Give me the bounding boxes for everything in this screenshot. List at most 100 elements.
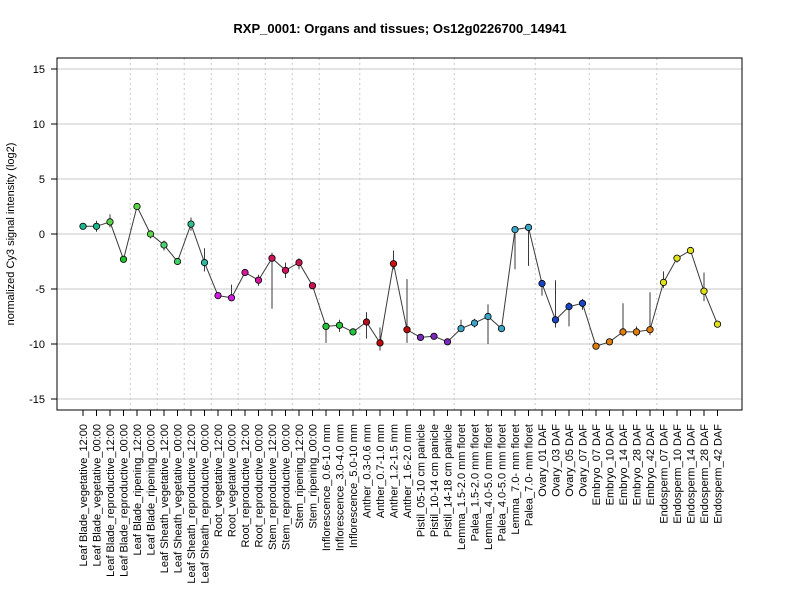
x-tick-label: Embryo_07 DAF — [591, 424, 603, 506]
x-tick-label: Leaf Blade_vegetative_12:00 — [78, 424, 90, 567]
data-point — [92, 222, 101, 230]
data-point — [578, 299, 587, 307]
x-tick-label: Leaf Sheath_vegetative_00:00 — [173, 424, 185, 573]
series-line — [83, 205, 718, 347]
data-point — [686, 246, 695, 255]
data-point — [389, 260, 398, 268]
data-point — [551, 316, 560, 324]
x-tick-label: Inflorescence_3.0-4.0 mm — [335, 424, 347, 551]
data-point — [470, 319, 479, 327]
data-points — [79, 202, 722, 350]
data-point — [605, 338, 614, 346]
x-tick-label: Lemma_7.0- mm floret — [510, 424, 522, 535]
x-tick-label: Palea_4.0-5.0 mm floret — [497, 424, 509, 541]
data-point — [619, 328, 627, 336]
x-tick-label: Anther_1.2-1.5 mm — [389, 424, 401, 518]
x-tick-label: Endosperm_10 DAF — [672, 424, 684, 524]
data-point — [268, 254, 276, 262]
data-point — [646, 326, 654, 334]
data-point — [106, 218, 114, 226]
x-tick-label: Endosperm_28 DAF — [699, 424, 711, 524]
data-point — [484, 312, 492, 321]
group-separators — [129, 58, 658, 410]
x-tick-label: Lemma_4.0-5.0 mm floret — [483, 424, 495, 550]
y-tick-label: 10 — [33, 119, 45, 131]
data-point — [79, 222, 87, 230]
x-tick-label: Inflorescence_0.6-1.0 mm — [321, 424, 333, 551]
data-point — [511, 226, 519, 234]
data-point — [376, 339, 384, 347]
data-point — [322, 322, 330, 330]
x-tick-label: Ovary_05 DAF — [564, 424, 576, 497]
x-tick-label: Anther_1.6-2.0 mm — [402, 424, 414, 518]
data-point — [200, 258, 209, 267]
x-tick-label: Pistil_05-10 cm panicle — [416, 424, 428, 537]
x-tick-label: Anther_0.7-1.0 mm — [375, 424, 387, 518]
data-point — [457, 324, 465, 333]
data-point — [524, 223, 533, 231]
x-tick-label: Root_vegetative_12:00 — [213, 424, 225, 537]
x-tick-label: Endosperm_07 DAF — [659, 424, 671, 524]
x-tick-label: Leaf Blade_reproductive_12:00 — [105, 424, 117, 577]
y-tick-label: 0 — [39, 229, 45, 241]
data-point — [349, 328, 357, 336]
x-tick-label: Root_reproductive_12:00 — [240, 424, 252, 548]
data-point — [592, 342, 600, 350]
x-tick-label: Leaf Sheath_vegetative_12:00 — [159, 424, 171, 573]
data-point — [403, 326, 411, 334]
data-point — [281, 266, 290, 274]
data-point — [362, 318, 371, 326]
x-tick-label: Palea_7.0- mm floret — [524, 424, 536, 526]
data-point — [254, 276, 263, 284]
data-point — [146, 230, 155, 238]
data-point — [416, 333, 425, 341]
x-tick-label: Endosperm_42 DAF — [713, 424, 725, 524]
data-point — [119, 255, 128, 263]
x-tick-label: Endosperm_14 DAF — [686, 424, 698, 524]
x-tick-label: Embryo_28 DAF — [632, 424, 644, 506]
data-point — [538, 279, 546, 288]
data-point — [700, 287, 708, 295]
data-point — [295, 258, 303, 267]
x-tick-label: Ovary_01 DAF — [537, 424, 549, 497]
x-tick-label: Stem_reproductive_12:00 — [267, 424, 279, 550]
x-tick-label: Leaf Blade_ripening_12:00 — [132, 424, 144, 556]
data-point — [241, 268, 249, 277]
chart-title: RXP_0001: Organs and tissues; Os12g02267… — [233, 21, 566, 36]
x-tick-label: Stem_reproductive_00:00 — [281, 424, 293, 550]
x-tick-label: Leaf Blade_ripening_00:00 — [146, 424, 158, 556]
data-point — [187, 220, 195, 228]
data-point — [497, 324, 506, 333]
data-point — [173, 257, 182, 266]
x-tick-label: Root_vegetative_00:00 — [227, 424, 239, 537]
y-tick-label: 15 — [33, 64, 45, 76]
data-point — [335, 321, 344, 329]
horizontal-gridlines — [57, 68, 742, 400]
data-point — [565, 302, 573, 311]
data-point — [308, 282, 317, 290]
y-axis: -15 -10 -5 0 5 10 15 — [29, 64, 57, 406]
data-point — [673, 254, 681, 262]
x-tick-label: Pistil_10-14 cm panicle — [429, 424, 441, 537]
x-tick-label: Leaf Sheath_reproductive_12:00 — [186, 424, 198, 584]
x-tick-label: Stem_ripening_00:00 — [308, 424, 320, 529]
x-tick-label: Leaf Sheath_reproductive_00:00 — [200, 424, 212, 584]
x-tick-label: Embryo_14 DAF — [618, 424, 630, 506]
data-point — [659, 278, 668, 286]
x-tick-label: Leaf Blade_vegetative_00:00 — [92, 424, 104, 567]
x-tick-label: Pistil_14-18 cm panicle — [443, 424, 455, 537]
y-axis-label: normalized Cy3 signal intensity (log2) — [5, 143, 17, 326]
x-axis: Leaf Blade_vegetative_12:00 Leaf Blade_ve… — [78, 410, 725, 584]
x-tick-label: Ovary_07 DAF — [578, 424, 590, 497]
data-point — [227, 294, 236, 302]
x-tick-label: Embryo_10 DAF — [605, 424, 617, 506]
x-tick-label: Lemma_1.5-2.0 mm floret — [456, 424, 468, 550]
data-point — [133, 202, 141, 211]
y-tick-label: -10 — [29, 339, 45, 351]
x-tick-label: Leaf Blade_reproductive_00:00 — [119, 424, 131, 577]
data-point — [713, 320, 722, 328]
data-point — [160, 241, 168, 249]
x-tick-label: Inflorescence_5.0-10 mm — [348, 424, 360, 548]
x-tick-label: Ovary_03 DAF — [551, 424, 563, 497]
